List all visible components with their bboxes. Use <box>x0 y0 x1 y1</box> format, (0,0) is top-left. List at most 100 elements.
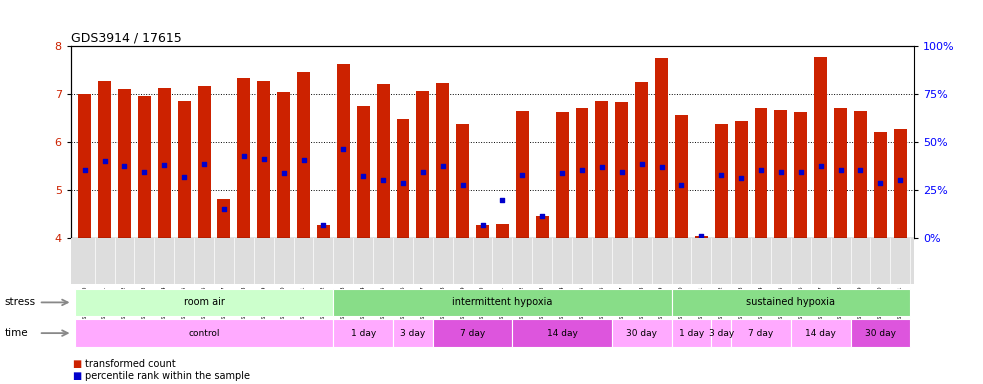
Bar <box>217 199 230 238</box>
Point <box>156 162 172 168</box>
Bar <box>396 119 410 238</box>
Bar <box>297 71 310 238</box>
Point <box>434 163 450 169</box>
Bar <box>512 319 611 347</box>
Bar <box>874 132 887 238</box>
Text: 14 day: 14 day <box>805 329 837 338</box>
Bar <box>734 121 748 238</box>
Bar <box>198 86 210 238</box>
Bar <box>555 112 568 238</box>
Text: sustained hypoxia: sustained hypoxia <box>746 297 836 308</box>
Point <box>197 161 212 167</box>
Bar <box>333 289 671 316</box>
Text: stress: stress <box>5 297 36 307</box>
Text: room air: room air <box>184 297 224 308</box>
Bar <box>516 111 529 238</box>
Point <box>376 177 391 183</box>
Bar <box>675 115 688 238</box>
Point <box>395 180 411 186</box>
Point <box>77 167 92 173</box>
Text: ■: ■ <box>72 371 81 381</box>
Bar <box>496 223 509 238</box>
Bar <box>536 217 549 238</box>
Point <box>137 169 152 175</box>
Point <box>813 163 829 169</box>
Bar <box>476 225 489 238</box>
Bar <box>835 108 847 238</box>
Bar <box>456 124 469 238</box>
Text: 3 day: 3 day <box>709 329 734 338</box>
Point <box>873 180 889 186</box>
Bar <box>337 64 350 238</box>
Point <box>216 206 232 212</box>
Point <box>833 167 848 173</box>
Bar <box>775 110 787 238</box>
Bar <box>854 111 867 238</box>
Bar <box>317 225 330 238</box>
Bar <box>655 58 668 238</box>
Point <box>455 182 471 189</box>
Text: 3 day: 3 day <box>400 329 426 338</box>
Bar <box>436 83 449 238</box>
Point <box>176 174 192 180</box>
Point <box>634 161 650 167</box>
Bar <box>98 81 111 238</box>
Text: 1 day: 1 day <box>679 329 704 338</box>
Bar <box>615 102 628 238</box>
Bar <box>178 101 191 238</box>
Bar <box>357 106 370 238</box>
Text: time: time <box>5 328 29 338</box>
Point <box>256 156 271 162</box>
Bar <box>850 319 910 347</box>
Point <box>276 170 292 176</box>
Text: 7 day: 7 day <box>748 329 774 338</box>
Bar <box>417 91 430 238</box>
Bar <box>755 108 768 238</box>
Text: 1 day: 1 day <box>351 329 376 338</box>
Bar <box>575 108 589 238</box>
Bar <box>712 319 731 347</box>
Bar <box>814 56 827 238</box>
Point <box>594 164 609 170</box>
Text: percentile rank within the sample: percentile rank within the sample <box>85 371 250 381</box>
Bar <box>596 101 608 238</box>
Point <box>535 214 550 220</box>
Bar <box>731 319 791 347</box>
Point <box>733 175 749 181</box>
Point <box>296 157 312 164</box>
Point <box>714 172 729 178</box>
Point <box>693 233 709 239</box>
Bar <box>611 319 671 347</box>
Point <box>554 170 570 176</box>
Text: 30 day: 30 day <box>865 329 896 338</box>
Point <box>117 163 133 169</box>
Point <box>415 169 431 175</box>
Point <box>614 169 630 175</box>
Bar <box>791 319 850 347</box>
Text: 14 day: 14 day <box>547 329 578 338</box>
Bar <box>138 96 150 238</box>
Bar <box>433 319 512 347</box>
Bar <box>794 112 807 238</box>
Point <box>753 167 769 173</box>
Point <box>514 172 530 178</box>
Point <box>494 197 510 203</box>
Point <box>96 158 112 164</box>
Point <box>654 164 669 170</box>
Point <box>236 152 252 159</box>
Bar <box>75 319 333 347</box>
Bar <box>393 319 433 347</box>
Bar <box>79 94 91 238</box>
Bar <box>671 319 712 347</box>
Point <box>316 222 331 228</box>
Text: GDS3914 / 17615: GDS3914 / 17615 <box>71 32 182 45</box>
Bar <box>118 89 131 238</box>
Bar <box>333 319 393 347</box>
Point <box>893 177 908 183</box>
Bar <box>671 289 910 316</box>
Bar <box>258 81 270 238</box>
Text: control: control <box>189 329 220 338</box>
Point <box>852 167 868 173</box>
Bar <box>894 129 906 238</box>
Point <box>355 173 371 179</box>
